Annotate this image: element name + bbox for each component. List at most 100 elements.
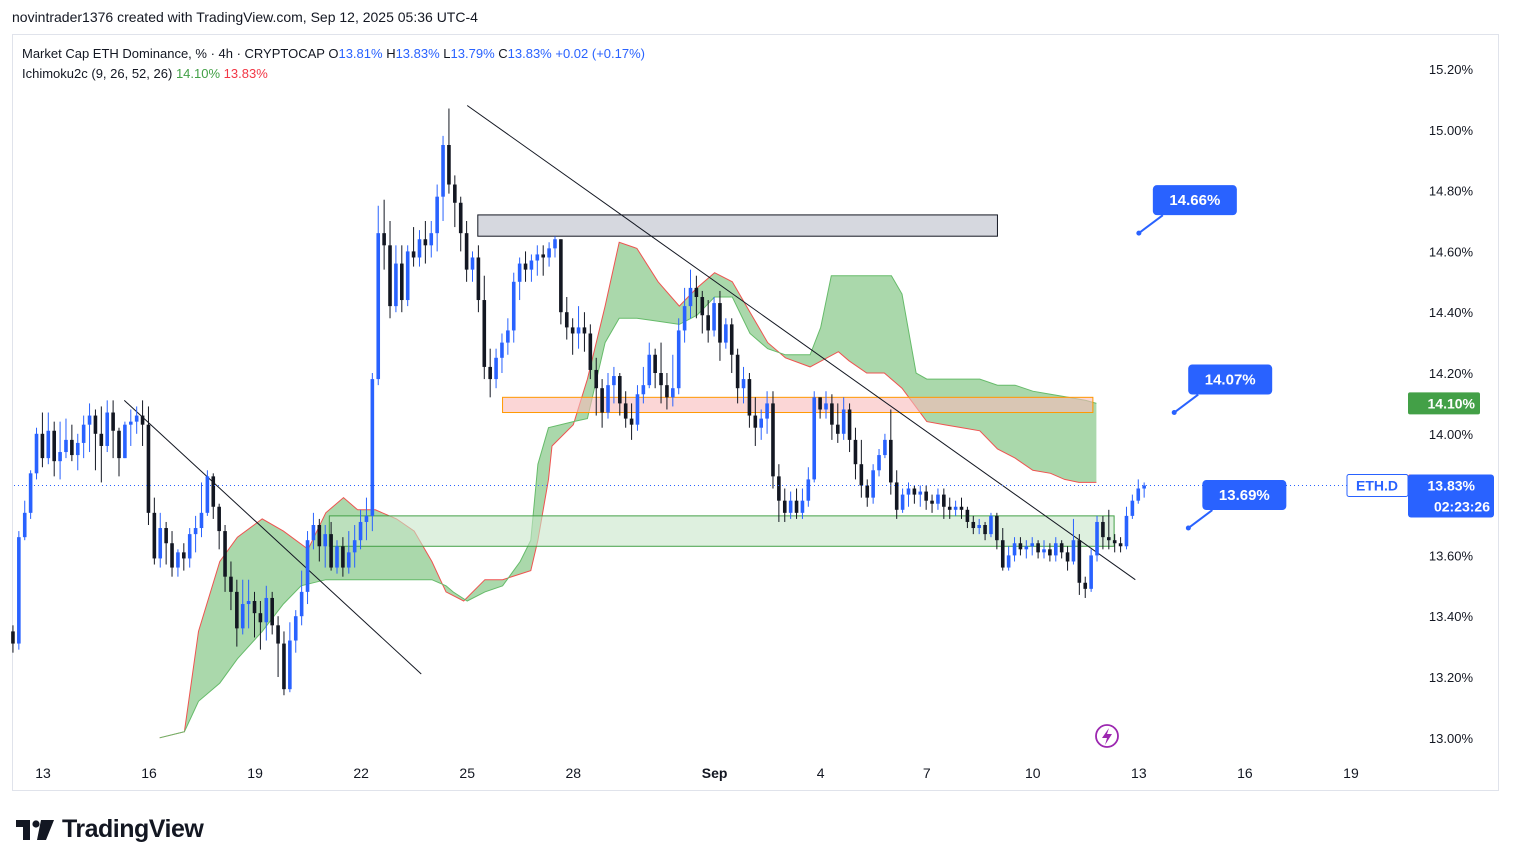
callout-text: 14.66% bbox=[1169, 192, 1220, 209]
candle bbox=[965, 506, 970, 529]
candle-body bbox=[777, 476, 781, 501]
indicator-value-lead1: 14.10% bbox=[175, 66, 221, 81]
candles bbox=[11, 108, 1146, 696]
candle-body bbox=[1059, 543, 1064, 553]
candle-body bbox=[87, 415, 92, 425]
candle bbox=[229, 561, 233, 611]
candle bbox=[270, 591, 274, 635]
candle bbox=[582, 312, 587, 352]
candle bbox=[453, 175, 457, 228]
candle-body bbox=[853, 439, 858, 465]
candle bbox=[900, 488, 905, 513]
candle-body bbox=[588, 333, 593, 370]
y-tick-label: 14.40% bbox=[1429, 305, 1474, 320]
candle-body bbox=[176, 552, 180, 568]
candle-body bbox=[246, 601, 251, 605]
last-price-text: 13.83% bbox=[1428, 477, 1476, 493]
candle bbox=[435, 184, 439, 252]
indicator-legend-row[interactable]: Ichimoku2c (9, 26, 52, 26) 14.10% 13.83% bbox=[22, 64, 645, 84]
callout-anchor-dot bbox=[1136, 230, 1142, 236]
candle bbox=[747, 373, 752, 428]
price-axis[interactable]: 15.20% 15.00% 14.80% 14.60% 14.40% 14.20% 14.0… bbox=[1346, 62, 1494, 746]
tradingview-logo-icon bbox=[16, 819, 54, 840]
candle-body bbox=[288, 640, 292, 690]
x-tick-label: 25 bbox=[459, 765, 475, 781]
candle-body bbox=[335, 546, 339, 568]
y-tick-label: 14.80% bbox=[1429, 184, 1474, 199]
candle bbox=[317, 518, 322, 562]
candle-body bbox=[729, 324, 734, 355]
candle-body bbox=[665, 385, 669, 398]
trendlines[interactable] bbox=[123, 105, 1136, 675]
candle-body bbox=[346, 552, 351, 568]
candle-body bbox=[547, 248, 551, 258]
candle bbox=[193, 515, 198, 553]
candle-body bbox=[1012, 543, 1017, 556]
tradingview-logo[interactable]: TradingView bbox=[16, 815, 204, 844]
candle-body bbox=[34, 433, 39, 474]
candle bbox=[800, 488, 805, 519]
time-axis[interactable]: 13 16 19 22 25 28 Sep 4 7 10 13 16 19 bbox=[35, 765, 1359, 781]
candle bbox=[1012, 537, 1017, 562]
candle bbox=[1006, 546, 1011, 571]
candle-body bbox=[989, 515, 993, 535]
candle-body bbox=[252, 601, 257, 614]
candle bbox=[1118, 537, 1123, 553]
candle bbox=[741, 366, 746, 404]
candle bbox=[335, 540, 339, 574]
last-price-tag: ETH.D 13.83% 02:23:26 bbox=[1346, 473, 1494, 518]
candle-body bbox=[606, 385, 610, 413]
candle-body bbox=[529, 260, 534, 270]
candle-body bbox=[559, 239, 563, 313]
candle-body bbox=[830, 403, 834, 425]
candle-body bbox=[600, 388, 604, 413]
candle bbox=[370, 373, 375, 532]
open-label: O bbox=[328, 46, 339, 61]
candle bbox=[1059, 540, 1064, 559]
candle bbox=[564, 297, 569, 340]
candle bbox=[859, 439, 864, 498]
candle bbox=[506, 318, 510, 355]
x-tick-label: 22 bbox=[353, 765, 369, 781]
candle bbox=[629, 403, 634, 440]
candle bbox=[735, 348, 740, 404]
series-legend-row[interactable]: Market Cap ETH Dominance, % · 4h · CRYPT… bbox=[22, 44, 645, 64]
candle bbox=[612, 366, 616, 404]
candle-body bbox=[276, 625, 280, 644]
candle bbox=[288, 622, 292, 693]
price-callouts[interactable]: 14.66% 14.07% 13.69% bbox=[1136, 185, 1287, 531]
candle bbox=[724, 318, 728, 349]
candle bbox=[1101, 515, 1105, 550]
candle bbox=[464, 221, 469, 282]
candle bbox=[523, 251, 528, 282]
candle bbox=[511, 272, 516, 343]
candle bbox=[1107, 509, 1111, 550]
candle-body bbox=[553, 239, 557, 249]
callout-box bbox=[1188, 364, 1273, 395]
candle bbox=[235, 579, 239, 647]
candle-body bbox=[900, 494, 905, 510]
candle bbox=[936, 488, 940, 510]
candle bbox=[959, 497, 964, 519]
candle bbox=[529, 254, 534, 282]
candle bbox=[34, 427, 39, 480]
candle-body bbox=[1077, 540, 1082, 583]
candle bbox=[600, 379, 604, 428]
candle bbox=[1018, 537, 1023, 556]
candle-body bbox=[712, 303, 716, 331]
cloud-fill bbox=[159, 242, 1097, 738]
candle-body bbox=[229, 576, 233, 592]
x-tick-label: 7 bbox=[923, 765, 931, 781]
candle-body bbox=[877, 455, 881, 471]
candle-body bbox=[1024, 546, 1029, 550]
price-tag-green: 14.10% bbox=[1408, 392, 1480, 415]
candle-body bbox=[965, 509, 970, 522]
candle bbox=[70, 424, 74, 462]
zone-boxes[interactable] bbox=[328, 214, 1115, 547]
candle bbox=[835, 403, 840, 443]
candle-body bbox=[800, 500, 805, 513]
candle bbox=[405, 245, 410, 307]
callout-14.66%: 14.66% bbox=[1136, 185, 1237, 236]
candle-body bbox=[170, 543, 174, 568]
